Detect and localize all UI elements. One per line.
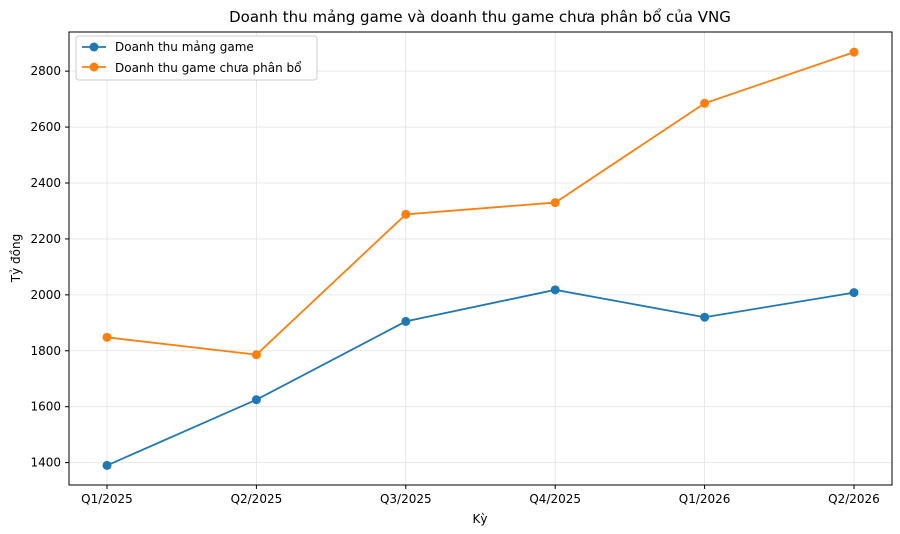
grid-layer [69,32,892,485]
y-tick-label: 1400 [30,456,61,470]
data-point-1-2 [401,209,411,219]
y-axis-label: Tỷ đồng [9,234,23,283]
plot-area-frame [68,31,893,486]
legend-box [75,35,318,81]
x-tick-label: Q2/2025 [231,492,283,506]
y-tick-label: 2400 [30,176,61,190]
legend-label-unallocated-revenue: Doanh thu game chưa phân bổ [115,61,302,75]
data-point-0-4 [700,312,710,322]
y-tick-label: 2200 [30,232,61,246]
legend-marker-game-revenue [89,42,99,52]
x-tick-label: Q1/2025 [81,492,133,506]
x-axis-label: Kỳ [473,512,488,526]
legend-label-game-revenue: Doanh thu mảng game [115,40,254,54]
data-point-1-5 [849,47,859,57]
data-point-0-5 [849,288,859,298]
data-point-1-4 [700,98,710,108]
data-point-0-0 [102,460,112,470]
data-point-0-3 [550,285,560,295]
data-point-1-3 [550,198,560,208]
legend: Doanh thu mảng game Doanh thu game chưa … [75,35,318,81]
x-tick-label: Q2/2026 [828,492,880,506]
y-tick-label: 1800 [30,344,61,358]
x-tick-label: Q4/2025 [529,492,581,506]
series-line-0 [106,288,855,467]
x-tick-label: Q3/2025 [380,492,432,506]
series-layer [102,47,859,470]
data-point-1-1 [251,350,261,360]
y-tick-label: 2800 [30,64,61,78]
legend-marker-unallocated-revenue [89,62,99,72]
y-tick-label: 2000 [30,288,61,302]
series-line-1 [106,51,855,356]
y-tick-label: 2600 [30,120,61,134]
x-axis-ticks: Q1/2025 Q2/2025 Q3/2025 Q4/2025 Q1/2026 Q2/20… [81,485,880,506]
data-point-1-0 [102,332,112,342]
chart-title: Doanh thu mảng game và doanh thu game ch… [229,8,731,26]
y-tick-label: 1600 [30,400,61,414]
data-point-0-2 [401,316,411,326]
y-axis-ticks: 1400 1600 1800 2000 2200 2400 2600 2800 [30,64,69,470]
x-tick-label: Q1/2026 [679,492,731,506]
data-point-0-1 [251,395,261,405]
